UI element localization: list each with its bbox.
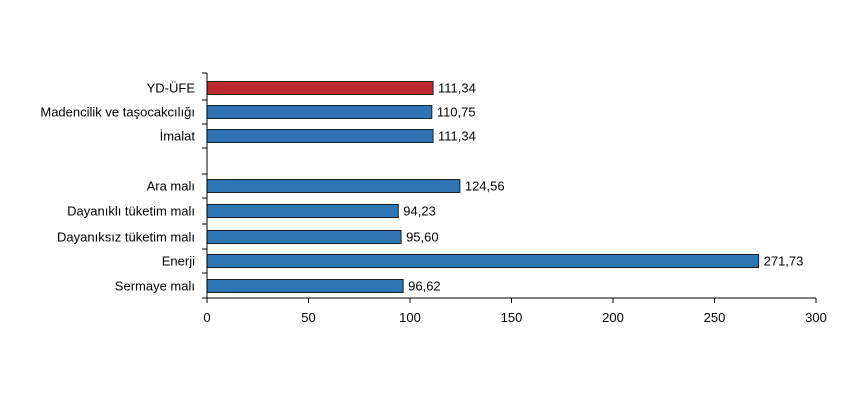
- category-label: İmalat: [160, 129, 196, 144]
- bar: [206, 81, 434, 95]
- x-tick-label: 50: [301, 310, 315, 325]
- category-label: YD-ÜFE: [147, 81, 196, 96]
- x-tick-label: 100: [399, 310, 421, 325]
- bar: [206, 254, 760, 268]
- bar: [206, 230, 402, 244]
- value-label: 111,34: [438, 81, 476, 96]
- category-label: Dayanıksız tüketim malı: [57, 230, 195, 245]
- value-label: 94,23: [403, 204, 436, 219]
- x-tick-label: 0: [203, 310, 210, 325]
- bar: [206, 129, 434, 143]
- value-labels-group: 111,34 110,75 111,34 124,56 94,23 95,60 271,73…: [403, 81, 803, 294]
- x-tick-label: 300: [805, 310, 827, 325]
- bar: [206, 179, 461, 193]
- value-label: 110,75: [437, 105, 476, 120]
- value-label: 96,62: [408, 279, 441, 294]
- axes-group: 0 50 100 150 200 250 300: [202, 72, 827, 325]
- value-label: 271,73: [764, 254, 804, 269]
- x-tick-label: 200: [602, 310, 624, 325]
- category-label: Ara malı: [147, 179, 195, 194]
- category-label: Enerji: [162, 254, 195, 269]
- category-label: Madencilik ve taşocakcılığı: [40, 105, 195, 120]
- x-tick-label: 150: [501, 310, 523, 325]
- category-labels-group: YD-ÜFE Madencilik ve taşocakcılığı İmalat A…: [40, 81, 195, 294]
- value-label: 111,34: [438, 129, 476, 144]
- x-tick-label: 250: [704, 310, 726, 325]
- category-label: Dayanıklı tüketim malı: [67, 204, 195, 219]
- value-label: 124,56: [465, 179, 505, 194]
- category-label: Sermaye malı: [115, 279, 195, 294]
- value-label: 95,60: [406, 230, 439, 245]
- bar: [206, 279, 404, 293]
- bar: [206, 105, 433, 119]
- bar: [206, 204, 399, 218]
